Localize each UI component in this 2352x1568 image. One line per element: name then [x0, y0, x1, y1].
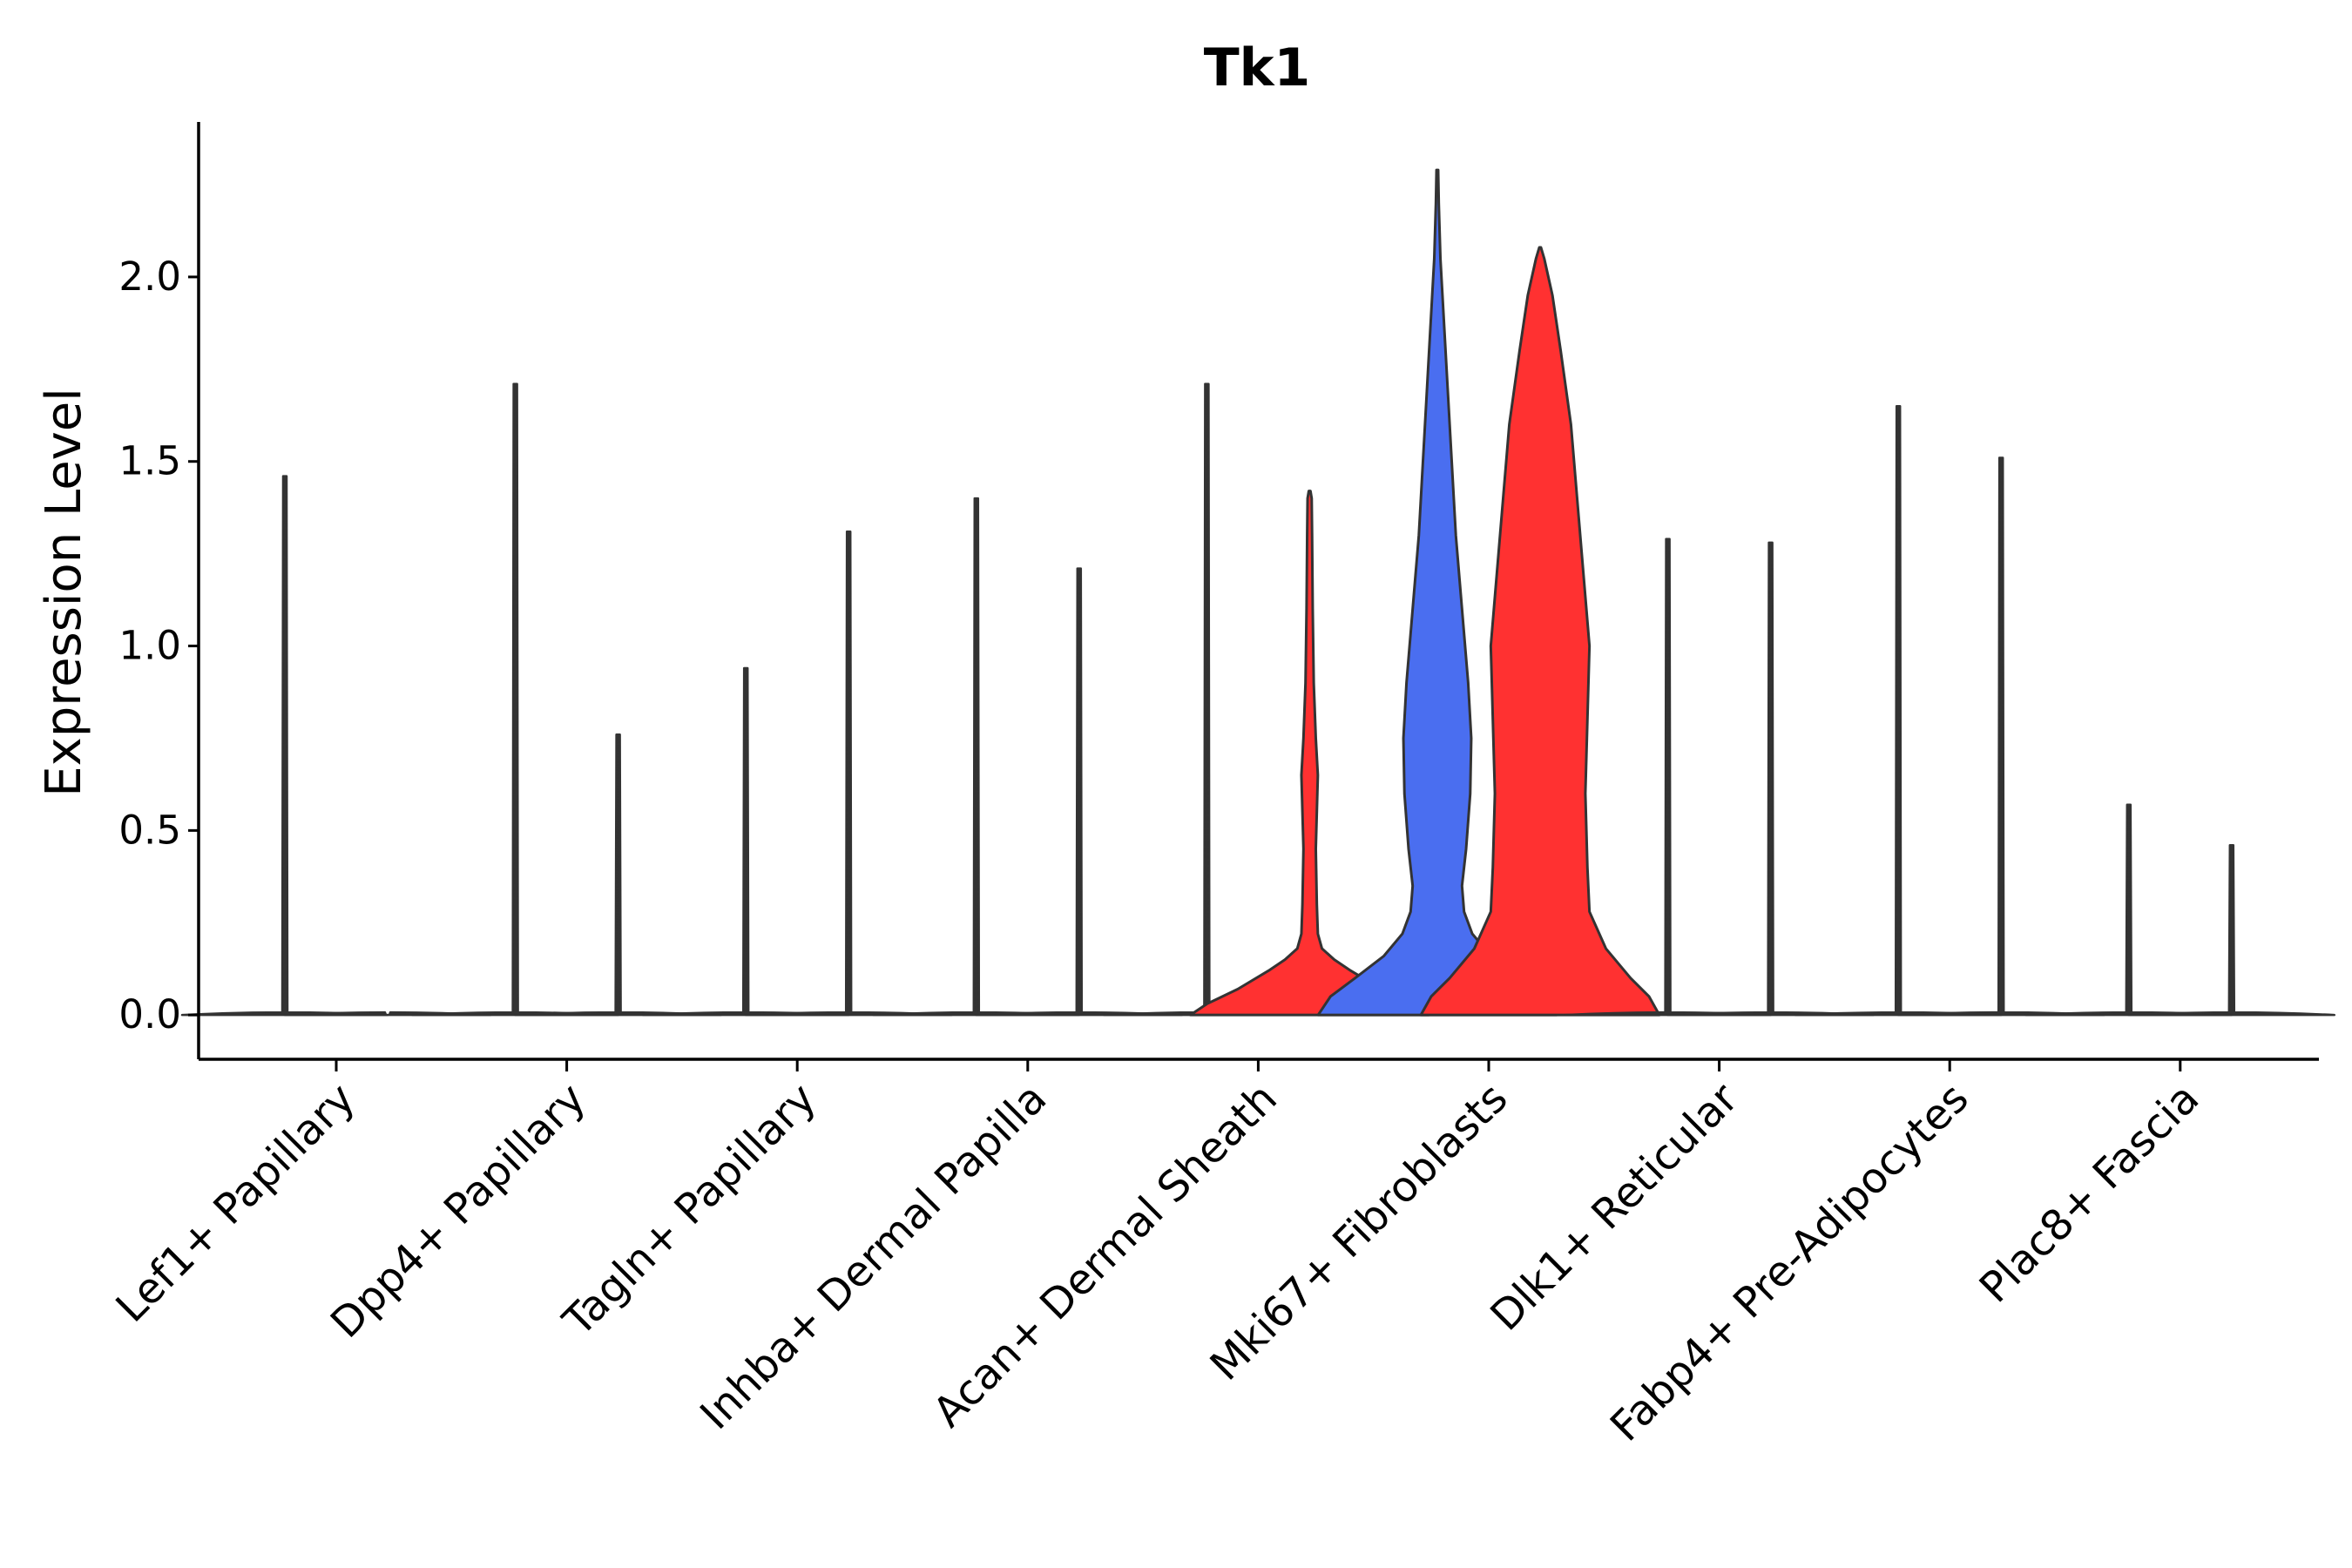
violin-2-mki67-fibroblasts [1419, 246, 1661, 1017]
chart-title: Tk1 [1204, 37, 1311, 98]
violins-layer [180, 168, 2336, 1017]
violin-1-mki67-fibroblasts [1316, 168, 1558, 1017]
violin-2-acan-dermal-sheath [1189, 490, 1430, 1017]
x-tick-label: Dpp4+ Papillary [321, 1074, 595, 1348]
y-tick-label: 2.0 [118, 253, 181, 300]
y-tick-label: 0.5 [118, 807, 181, 853]
violin-1-tagln-papillary [641, 666, 850, 1017]
x-tick-label: Lef1+ Papillary [107, 1074, 365, 1332]
y-axis-ticks: 0.0 0.5 1.0 1.5 2.0 [118, 253, 199, 1037]
x-tick-label: Dlk1+ Reticular [1481, 1074, 1747, 1341]
x-tick-label: Plac8+ Fascia [1970, 1074, 2209, 1313]
x-tick-label: Tagln+ Papillary [553, 1074, 825, 1346]
y-tick-label: 0.0 [118, 991, 181, 1037]
violin-2-dpp4-papillary [514, 733, 722, 1017]
violin-1-fabp4-pre-adipocytes [1794, 404, 2003, 1017]
y-axis-label: Expression Level [36, 388, 92, 797]
violin-1-acan-dermal-sheath [1103, 382, 1311, 1017]
violin-1-plac8-fascia [2024, 803, 2234, 1017]
violin-1-inhba-dermal-papilla [872, 497, 1081, 1017]
y-tick-label: 1.0 [118, 623, 181, 669]
violin-2-tagln-papillary [744, 530, 953, 1017]
violin-1-dpp4-papillary [411, 382, 619, 1017]
violin-1-lef1-papillary [180, 475, 389, 1017]
violin-2-dlk1-reticular [1666, 541, 1875, 1017]
violin-2-fabp4-pre-adipocytes [1896, 456, 2105, 1017]
violin-2-plac8-fascia [2127, 844, 2336, 1017]
violin-2-inhba-dermal-papilla [975, 567, 1184, 1017]
y-tick-label: 1.5 [118, 438, 181, 484]
